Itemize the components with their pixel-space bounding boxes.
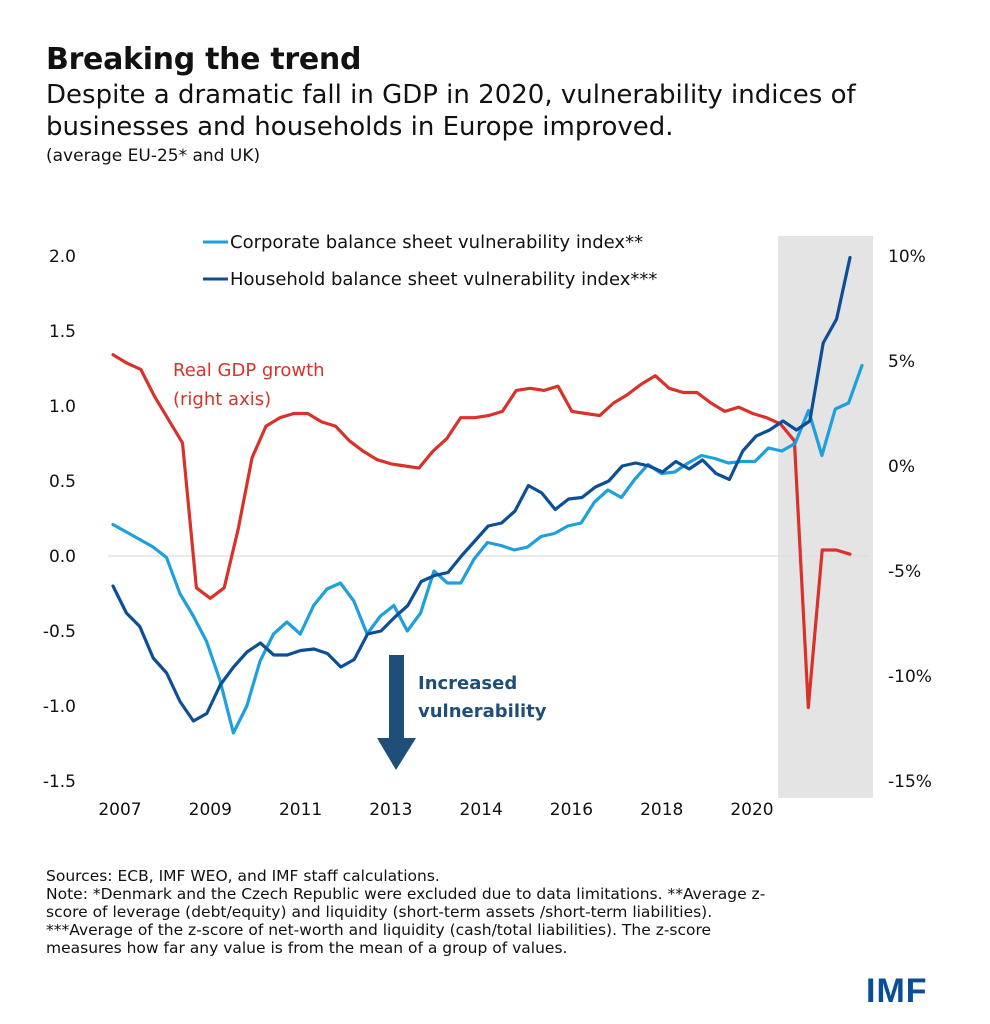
x-axis-tick: 2014 xyxy=(460,800,503,820)
left-axis-tick: 1.0 xyxy=(49,397,76,417)
left-axis-tick: -1.0 xyxy=(43,697,76,717)
x-axis-tick: 2009 xyxy=(189,800,232,820)
x-axis: 2007 2009 2011 2013 2014 2016 2018 2020 xyxy=(98,800,773,820)
gdp-annotation-line2: (right axis) xyxy=(173,389,271,410)
vulnerability-annotation-line2: vulnerability xyxy=(418,701,547,722)
x-axis-tick: 2011 xyxy=(279,800,322,820)
legend-label-corporate: Corporate balance sheet vulnerability in… xyxy=(230,232,643,253)
x-axis-tick: 2020 xyxy=(730,800,773,820)
down-arrow-icon xyxy=(377,655,416,770)
gdp-annotation-line1: Real GDP growth xyxy=(173,360,325,381)
imf-logo: IMF xyxy=(866,972,928,1010)
right-axis: 10% 5% 0% -5% -10% -15% xyxy=(888,247,932,792)
left-axis-tick: -1.5 xyxy=(43,772,76,792)
chart-subtitle: Despite a dramatic fall in GDP in 2020, … xyxy=(46,80,856,142)
right-axis-tick: -15% xyxy=(888,772,932,792)
x-axis-tick: 2013 xyxy=(369,800,412,820)
shaded-period-2020 xyxy=(778,236,873,798)
vulnerability-annotation-line1: Increased xyxy=(418,673,517,694)
x-axis-tick: 2007 xyxy=(98,800,141,820)
footnote-sources: Sources: ECB, IMF WEO, and IMF staff cal… xyxy=(46,867,440,885)
footnotes: Sources: ECB, IMF WEO, and IMF staff cal… xyxy=(46,867,946,957)
gdp-growth-line xyxy=(111,353,852,710)
legend-label-household: Household balance sheet vulnerability in… xyxy=(230,269,657,290)
chart-title: Breaking the trend xyxy=(46,42,362,77)
series-layer xyxy=(111,255,864,735)
line-chart: 2.0 1.5 1.0 0.5 0.0 -0.5 -1.0 -1.5 10% 5% 0% -5% -1… xyxy=(43,232,932,820)
right-axis-tick: 10% xyxy=(888,247,926,267)
left-axis-tick: 0.5 xyxy=(49,472,76,492)
x-axis-tick: 2016 xyxy=(550,800,593,820)
legend: Corporate balance sheet vulnerability in… xyxy=(203,232,657,290)
left-axis-tick: 1.5 xyxy=(49,322,76,342)
x-axis-tick: 2018 xyxy=(640,800,683,820)
right-axis-tick: 5% xyxy=(888,352,915,372)
left-axis-tick: 0.0 xyxy=(49,547,76,567)
left-axis-tick: 2.0 xyxy=(49,247,76,267)
left-axis-tick: -0.5 xyxy=(43,622,76,642)
footnote-note-4: measures how far any value is from the m… xyxy=(46,939,568,957)
right-axis-tick: 0% xyxy=(888,457,915,477)
footnote-note-2: score of leverage (debt/equity) and liqu… xyxy=(46,903,713,921)
household-index-line xyxy=(111,255,852,723)
right-axis-tick: -10% xyxy=(888,667,932,687)
chart-subnote: (average EU-25* and UK) xyxy=(46,146,261,166)
footnote-note-1: Note: *Denmark and the Czech Republic we… xyxy=(46,885,766,903)
left-axis: 2.0 1.5 1.0 0.5 0.0 -0.5 -1.0 -1.5 xyxy=(43,247,76,792)
right-axis-tick: -5% xyxy=(888,562,921,582)
footnote-note-3: ***Average of the z-score of net-worth a… xyxy=(46,921,712,939)
